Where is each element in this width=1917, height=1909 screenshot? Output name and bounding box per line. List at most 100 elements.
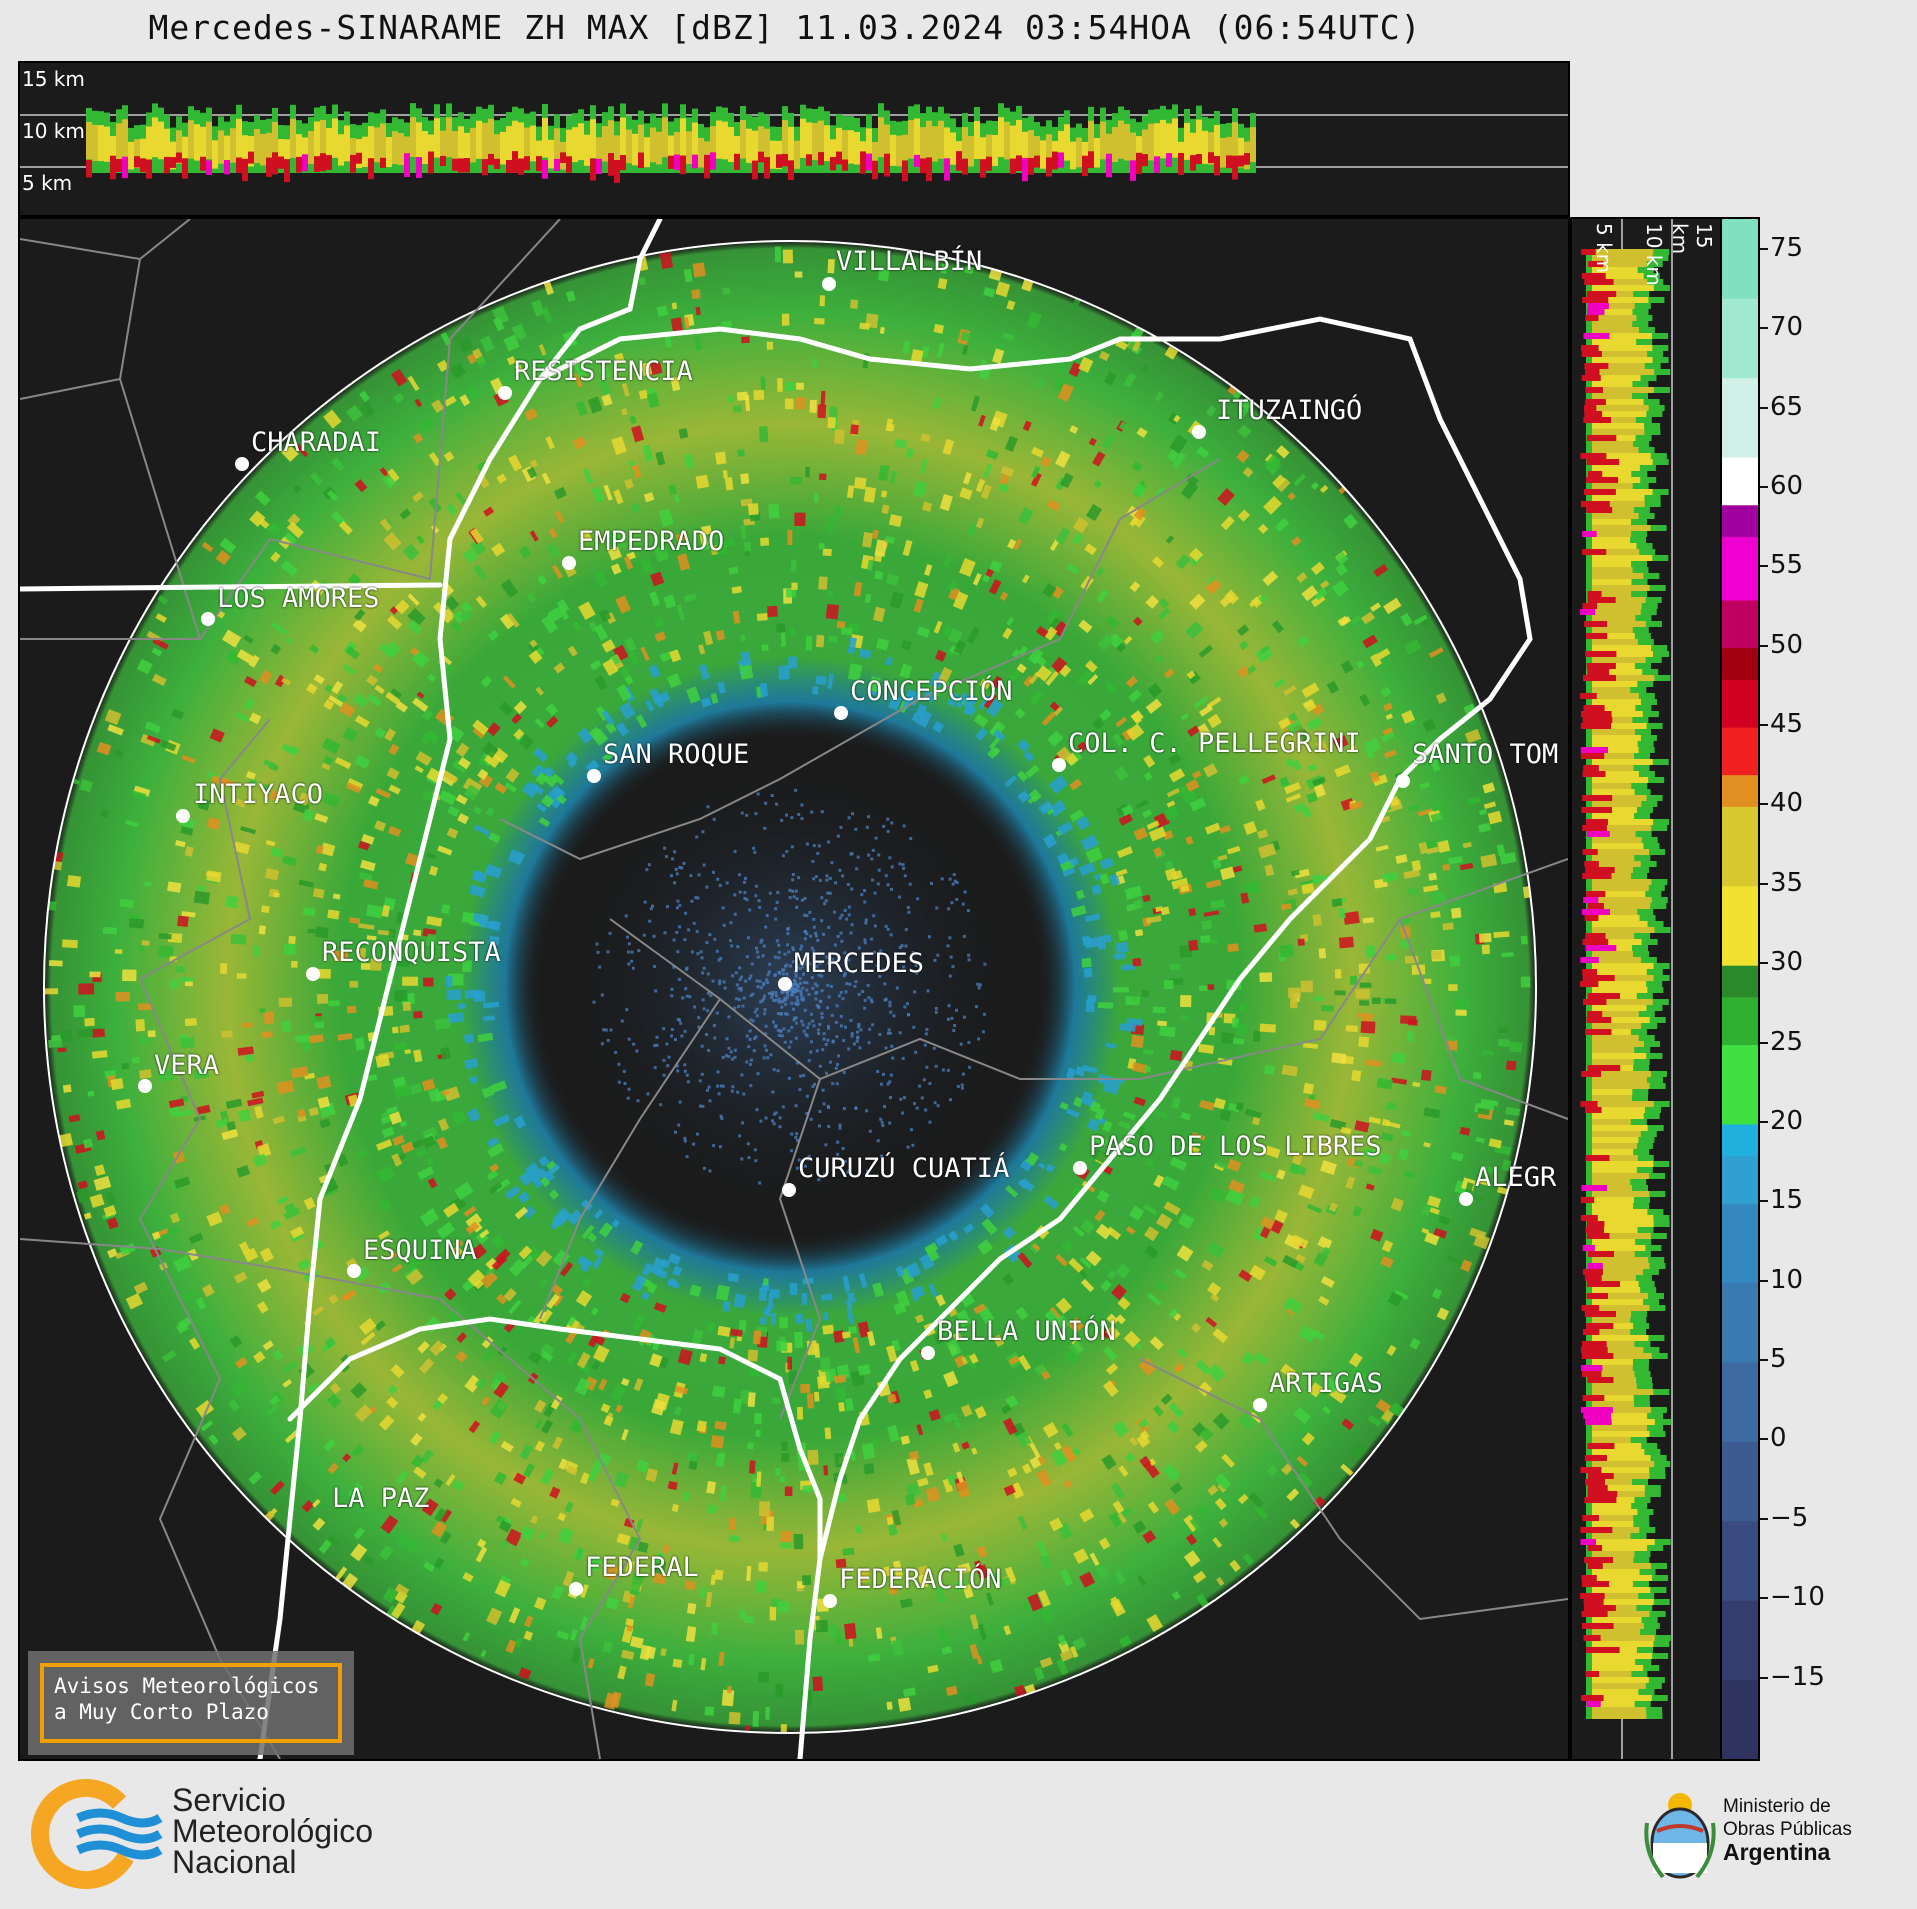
city-marker bbox=[138, 1079, 152, 1093]
top-cross-section-panel: 15 km 10 km 5 km bbox=[18, 61, 1570, 217]
colorbar-tick-label: 45 bbox=[1770, 709, 1804, 740]
colorbar-tick-mark bbox=[1760, 1597, 1768, 1600]
ministry-line-2: Obras Públicas bbox=[1723, 1819, 1852, 1840]
colorbar-tick-label: −15 bbox=[1770, 1661, 1825, 1692]
colorbar-tick-mark bbox=[1760, 1676, 1768, 1679]
colorbar-tick-label: 55 bbox=[1770, 550, 1804, 581]
city-marker bbox=[822, 277, 836, 291]
colorbar-tick-mark bbox=[1760, 565, 1768, 568]
colorbar-tick-mark bbox=[1760, 1438, 1768, 1441]
city-marker bbox=[176, 809, 190, 823]
city-label-villalbin: VILLALBÍN bbox=[836, 246, 983, 277]
city-marker bbox=[778, 977, 792, 991]
smn-logo-text: Servicio Meteorológico Nacional bbox=[172, 1784, 373, 1880]
city-label-la-paz: LA PAZ bbox=[332, 1483, 430, 1514]
colorbar-segment bbox=[1722, 1441, 1758, 1522]
colorbar-tick-mark bbox=[1760, 247, 1768, 250]
colorbar-segment bbox=[1722, 1600, 1758, 1681]
colorbar-segment bbox=[1722, 298, 1758, 379]
colorbar-tick-label: 20 bbox=[1770, 1105, 1804, 1136]
colorbar-segment bbox=[1722, 1155, 1758, 1204]
top-cross-section-plot bbox=[20, 103, 1568, 183]
radar-range-ring bbox=[43, 240, 1537, 1734]
colorbar-segment bbox=[1722, 377, 1758, 458]
colorbar-segment bbox=[1722, 806, 1758, 887]
notice-line-2: a Muy Corto Plazo bbox=[54, 1700, 269, 1724]
colorbar-segment bbox=[1722, 996, 1758, 1046]
ministry-line-3: Argentina bbox=[1723, 1839, 1831, 1865]
colorbar-segment bbox=[1722, 1123, 1758, 1157]
colorbar-tick-mark bbox=[1760, 803, 1768, 806]
colorbar-tick-mark bbox=[1760, 1200, 1768, 1203]
smn-line-3: Nacional bbox=[172, 1844, 297, 1880]
colorbar-tick-mark bbox=[1760, 962, 1768, 965]
city-marker bbox=[782, 1183, 796, 1197]
city-label-curuzu-cuatia: CURUZÚ CUATIÁ bbox=[798, 1153, 1010, 1184]
colorbar-tick-label: 70 bbox=[1770, 312, 1804, 343]
colorbar-tick-mark bbox=[1760, 1041, 1768, 1044]
notice-box-frame: Avisos Meteorológicos a Muy Corto Plazo bbox=[40, 1663, 342, 1743]
city-label-esquina: ESQUINA bbox=[363, 1235, 477, 1266]
city-label-alegrete: ALEGR bbox=[1475, 1162, 1557, 1193]
colorbar-tick-label: −10 bbox=[1770, 1582, 1825, 1613]
colorbar-segment bbox=[1722, 885, 1758, 966]
top-height-label-15: 15 km bbox=[22, 67, 85, 91]
city-label-bella-union: BELLA UNIÓN bbox=[937, 1316, 1116, 1347]
city-marker bbox=[823, 1594, 837, 1608]
rivers bbox=[20, 219, 1533, 1759]
colorbar-tick-mark bbox=[1760, 327, 1768, 330]
colorbar-tick-label: 0 bbox=[1770, 1423, 1787, 1454]
city-marker bbox=[587, 769, 601, 783]
city-label-ituzaingo: ITUZAINGÓ bbox=[1216, 395, 1363, 426]
colorbar-segment bbox=[1722, 1679, 1758, 1760]
city-label-san-roque: SAN ROQUE bbox=[603, 739, 750, 770]
city-label-mercedes: MERCEDES bbox=[794, 948, 925, 979]
city-label-resistencia: RESISTENCIA bbox=[514, 356, 693, 387]
city-marker bbox=[921, 1346, 935, 1360]
city-label-charadai: CHARADAI bbox=[251, 427, 382, 458]
ministry-line-1: Ministerio de bbox=[1723, 1796, 1831, 1817]
colorbar-tick-mark bbox=[1760, 1359, 1768, 1362]
smn-logo-icon bbox=[30, 1778, 166, 1894]
ministry-logo-text: Ministerio de Obras Públicas Argentina bbox=[1723, 1795, 1852, 1864]
coat-of-arms-icon bbox=[1643, 1783, 1717, 1887]
notice-box[interactable]: Avisos Meteorológicos a Muy Corto Plazo bbox=[28, 1651, 354, 1755]
city-label-paso-de-los-libres: PASO DE LOS LIBRES bbox=[1089, 1131, 1382, 1162]
colorbar-segment bbox=[1722, 774, 1758, 807]
colorbar-segment bbox=[1722, 219, 1758, 299]
city-label-artigas: ARTIGAS bbox=[1269, 1368, 1383, 1399]
colorbar-segment bbox=[1722, 536, 1758, 601]
side-height-label-10: 10 km bbox=[1642, 223, 1666, 286]
colorbar-segment bbox=[1722, 679, 1758, 728]
colorbar-tick-mark bbox=[1760, 406, 1768, 409]
top-height-label-5: 5 km bbox=[22, 171, 73, 195]
colorbar-tick-mark bbox=[1760, 644, 1768, 647]
colorbar-tick-label: 65 bbox=[1770, 391, 1804, 422]
colorbar-tick-mark bbox=[1760, 485, 1768, 488]
page-title: Mercedes-SINARAME ZH MAX [dBZ] 11.03.202… bbox=[148, 8, 1422, 47]
city-label-federal: FEDERAL bbox=[585, 1552, 699, 1583]
colorbar-segment bbox=[1722, 1203, 1758, 1284]
city-marker bbox=[306, 967, 320, 981]
city-label-santo-tome: SANTO TOM bbox=[1412, 739, 1559, 770]
colorbar-tick-label: 10 bbox=[1770, 1264, 1804, 1295]
city-label-los-amores: LOS AMORES bbox=[217, 583, 380, 614]
colorbar-tick-mark bbox=[1760, 724, 1768, 727]
city-marker bbox=[834, 706, 848, 720]
colorbar-tick-mark bbox=[1760, 1279, 1768, 1282]
city-marker bbox=[569, 1582, 583, 1596]
colorbar-tick-label: 15 bbox=[1770, 1185, 1804, 1216]
city-marker bbox=[1192, 425, 1206, 439]
city-label-concepcion: CONCEPCIÓN bbox=[850, 676, 1013, 707]
colorbar-segment bbox=[1722, 457, 1758, 506]
city-label-vera: VERA bbox=[154, 1050, 220, 1081]
city-label-empedrado: EMPEDRADO bbox=[578, 526, 725, 557]
colorbar-segment bbox=[1722, 504, 1758, 538]
city-marker bbox=[1253, 1398, 1267, 1412]
city-marker bbox=[235, 457, 249, 471]
colorbar-segment bbox=[1722, 1282, 1758, 1363]
province-borders bbox=[20, 219, 1568, 1759]
colorbar-segment bbox=[1722, 727, 1758, 776]
colorbar-segment bbox=[1722, 1044, 1758, 1125]
side-height-label-15: 15 km bbox=[1668, 223, 1716, 255]
